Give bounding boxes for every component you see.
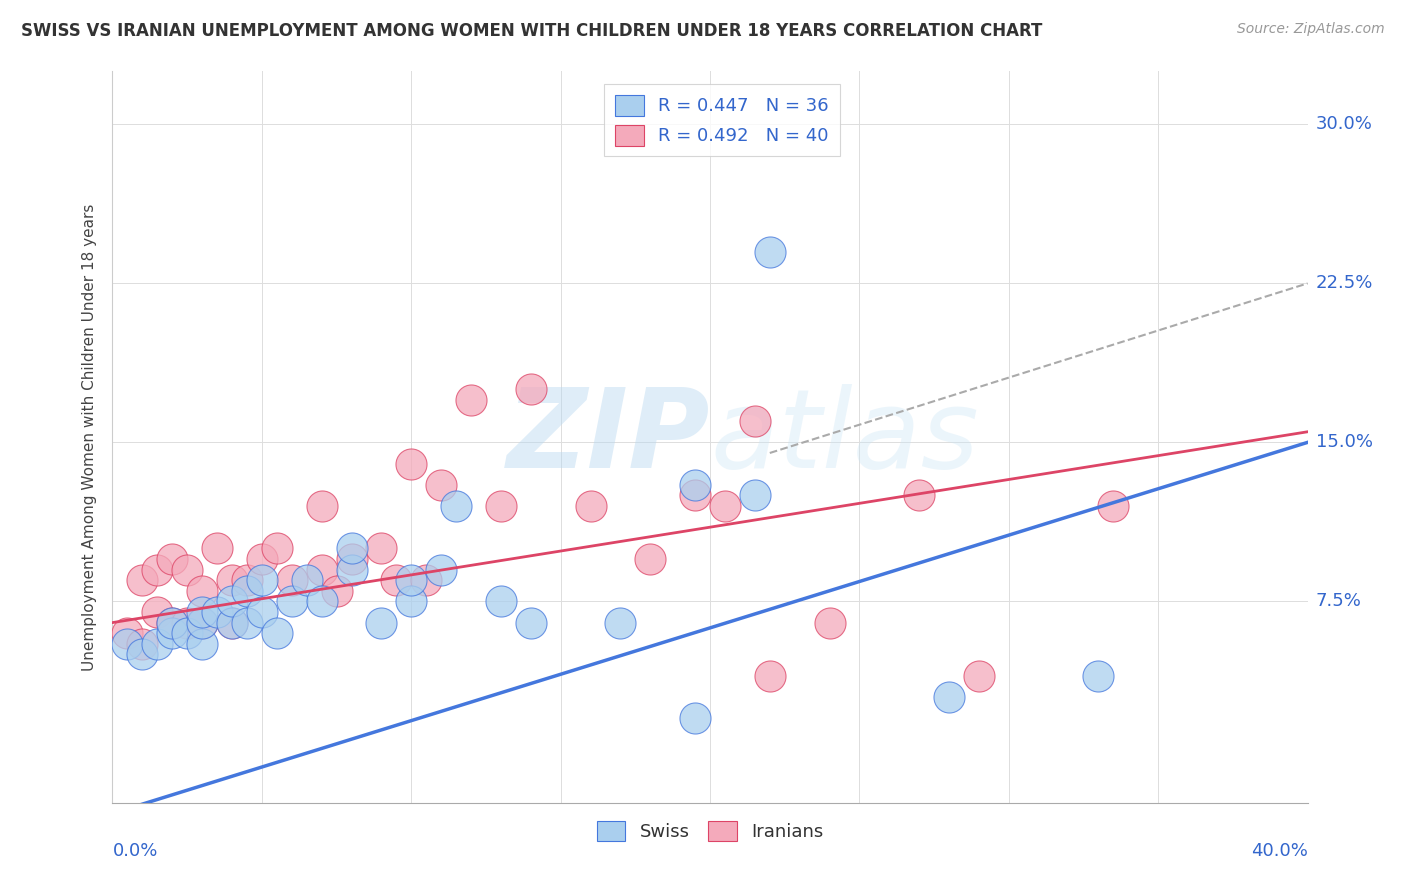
Point [311,594,333,608]
Point [744,414,766,428]
Point [162,552,183,566]
Point [117,626,139,640]
Point [489,594,512,608]
Point [117,637,139,651]
Point [250,552,273,566]
Point [744,488,766,502]
Point [191,615,214,630]
Point [266,541,288,556]
Point [430,477,453,491]
Point [162,626,183,640]
Point [281,594,304,608]
Point [205,541,228,556]
Point [579,499,602,513]
Point [759,668,782,682]
Point [250,605,273,619]
Point [146,605,169,619]
Text: 22.5%: 22.5% [1316,275,1374,293]
Point [191,605,214,619]
Point [370,541,392,556]
Point [340,563,363,577]
Point [1087,668,1109,682]
Point [401,594,423,608]
Point [370,615,392,630]
Point [444,499,467,513]
Point [221,594,243,608]
Text: ZIP: ZIP [506,384,710,491]
Text: 0.0%: 0.0% [112,842,157,860]
Y-axis label: Unemployment Among Women with Children Under 18 years: Unemployment Among Women with Children U… [82,203,97,671]
Point [683,711,706,725]
Point [221,615,243,630]
Point [162,615,183,630]
Point [146,563,169,577]
Point [131,573,153,587]
Point [683,477,706,491]
Text: Source: ZipAtlas.com: Source: ZipAtlas.com [1237,22,1385,37]
Point [714,499,737,513]
Point [908,488,931,502]
Point [489,499,512,513]
Point [311,563,333,577]
Point [325,583,347,598]
Point [266,626,288,640]
Point [415,573,437,587]
Text: 40.0%: 40.0% [1251,842,1308,860]
Point [221,615,243,630]
Point [205,605,228,619]
Point [176,626,198,640]
Point [938,690,960,704]
Point [250,573,273,587]
Text: atlas: atlas [710,384,979,491]
Point [176,615,198,630]
Text: SWISS VS IRANIAN UNEMPLOYMENT AMONG WOMEN WITH CHILDREN UNDER 18 YEARS CORRELATI: SWISS VS IRANIAN UNEMPLOYMENT AMONG WOME… [21,22,1042,40]
Point [520,383,543,397]
Point [191,637,214,651]
Point [683,488,706,502]
Point [311,499,333,513]
Point [430,563,453,577]
Point [146,637,169,651]
Text: 7.5%: 7.5% [1316,592,1362,610]
Point [818,615,841,630]
Point [640,552,662,566]
Legend: Swiss, Iranians: Swiss, Iranians [589,814,831,848]
Point [131,637,153,651]
Point [295,573,318,587]
Point [281,573,304,587]
Point [385,573,408,587]
Point [162,615,183,630]
Text: 30.0%: 30.0% [1316,115,1372,134]
Point [340,552,363,566]
Point [221,573,243,587]
Point [236,573,259,587]
Point [1102,499,1125,513]
Point [176,563,198,577]
Point [191,583,214,598]
Point [967,668,990,682]
Point [609,615,631,630]
Point [460,392,482,407]
Point [401,573,423,587]
Point [236,583,259,598]
Point [759,244,782,259]
Point [340,541,363,556]
Point [236,615,259,630]
Point [191,615,214,630]
Point [520,615,543,630]
Point [131,648,153,662]
Point [401,457,423,471]
Text: 15.0%: 15.0% [1316,434,1372,451]
